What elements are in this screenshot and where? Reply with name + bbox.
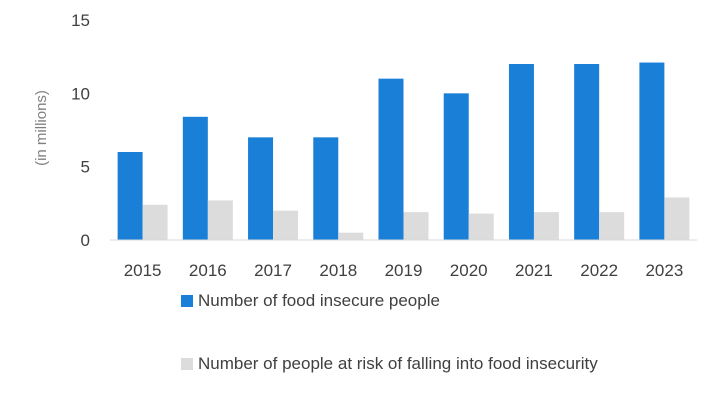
bar-at-risk	[403, 212, 429, 240]
x-tick-label: 2016	[189, 261, 227, 280]
bar-at-risk	[273, 210, 299, 240]
x-tick-label: 2023	[645, 261, 683, 280]
bar-food-insecure	[508, 64, 534, 240]
y-tick-label: 15	[71, 11, 90, 30]
bar-food-insecure	[574, 64, 600, 240]
x-tick-label: 2017	[254, 261, 292, 280]
y-tick-label: 0	[81, 231, 90, 250]
bar-food-insecure	[182, 116, 208, 240]
y-axis-ticks: 0 5 10 15	[71, 11, 90, 250]
bar-food-insecure	[248, 137, 274, 240]
x-tick-label: 2015	[124, 261, 162, 280]
legend-label-food-insecure: Number of food insecure people	[198, 291, 440, 310]
bar-food-insecure	[443, 93, 469, 240]
x-tick-label: 2022	[580, 261, 618, 280]
legend-item-food-insecure: Number of food insecure people	[181, 288, 440, 314]
x-tick-label: 2020	[450, 261, 488, 280]
legend-swatch-at-risk	[181, 358, 193, 370]
x-tick-label: 2019	[385, 261, 423, 280]
bar-food-insecure	[117, 152, 143, 240]
y-tick-label: 5	[81, 158, 90, 177]
bar-at-risk	[468, 213, 494, 240]
bar-at-risk	[207, 200, 233, 240]
bar-at-risk	[664, 197, 690, 240]
x-tick-label: 2018	[319, 261, 357, 280]
bars	[117, 62, 690, 241]
bar-at-risk	[338, 232, 364, 240]
legend-item-at-risk: Number of people at risk of falling into…	[181, 351, 651, 377]
y-tick-label: 10	[71, 84, 90, 103]
bar-at-risk	[142, 204, 168, 240]
bar-food-insecure	[378, 78, 404, 241]
bar-at-risk	[599, 212, 625, 240]
legend-label-at-risk: Number of people at risk of falling into…	[198, 354, 598, 373]
bar-food-insecure	[313, 137, 339, 240]
bar-at-risk	[533, 212, 559, 240]
y-axis-label: (in millions)	[33, 90, 50, 166]
x-axis-ticks: 2015 2016 2017 2018 2019 2020 2021 2022 2023	[124, 261, 684, 280]
x-tick-label: 2021	[515, 261, 553, 280]
legend-swatch-food-insecure	[181, 295, 193, 307]
bar-food-insecure	[639, 62, 665, 241]
